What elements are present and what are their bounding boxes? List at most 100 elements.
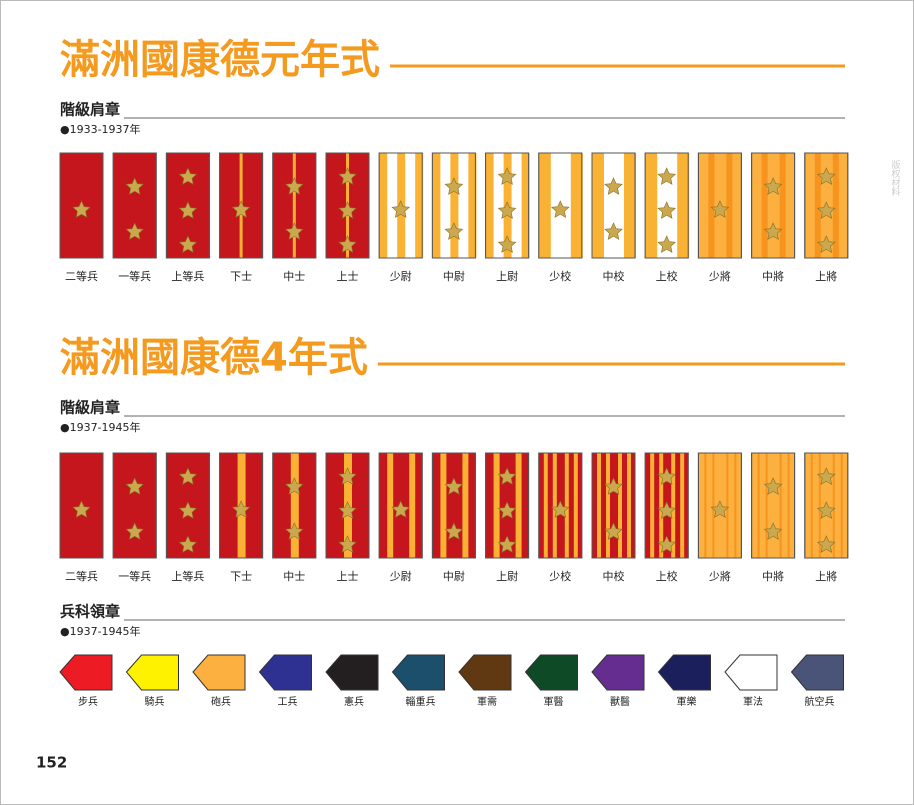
board-stripe	[415, 153, 424, 258]
epaulette	[697, 452, 742, 559]
epaulette	[431, 452, 476, 559]
board-stripe	[671, 453, 676, 558]
board	[112, 152, 157, 259]
epaulette	[804, 452, 849, 559]
board-outline	[219, 152, 264, 259]
board-stripe	[761, 153, 768, 258]
rank-label: 中校	[603, 569, 625, 583]
board-stripe	[292, 153, 296, 258]
branch-label: 憲兵	[344, 695, 364, 708]
epaulette	[112, 152, 157, 259]
epaulette	[325, 452, 370, 559]
rank-label: 中將	[762, 269, 784, 283]
board	[751, 152, 796, 259]
epaulette	[325, 152, 370, 259]
epaulette	[59, 152, 104, 259]
board-outline	[272, 452, 317, 559]
watermark: 版权材料	[890, 159, 901, 197]
rank-label: 上等兵	[171, 569, 204, 583]
board-stripe	[810, 453, 813, 558]
collar-tab	[790, 654, 844, 691]
board-stripe	[462, 453, 469, 558]
board-outline	[697, 152, 742, 259]
board-outline	[751, 152, 796, 259]
collar-tab	[724, 654, 778, 691]
board-stripe	[726, 453, 729, 558]
board-stripe	[726, 153, 733, 258]
rank-label: 上士	[337, 570, 359, 583]
board-outline	[431, 152, 476, 259]
board-outline	[325, 152, 370, 259]
rank-label: 上士	[337, 270, 359, 283]
rank-label: 少尉	[390, 269, 412, 283]
board	[112, 452, 157, 559]
board-outline	[538, 152, 583, 259]
board-outline	[697, 452, 742, 559]
branch-label: 輜重兵	[406, 695, 436, 708]
rank-label: 上將	[815, 269, 837, 283]
rank-label: 上將	[815, 569, 837, 583]
board-stripe	[680, 453, 685, 558]
collar-tab	[258, 654, 312, 691]
board-stripe	[627, 453, 631, 558]
board-outline	[112, 152, 157, 259]
rank-label: 二等兵	[65, 269, 98, 283]
rank-label: 下士	[230, 270, 252, 283]
board-stripe	[290, 453, 299, 558]
board-outline	[59, 452, 104, 559]
board-stripe	[624, 153, 636, 258]
branch-label: 軍法	[743, 695, 763, 708]
branch-label: 騎兵	[145, 695, 165, 708]
subsection-title: 兵科領章	[60, 603, 120, 621]
board-stripe	[618, 453, 622, 558]
rank-label: 中尉	[443, 569, 465, 583]
epaulette	[538, 152, 583, 259]
rank-label: 上尉	[496, 269, 518, 283]
epaulette	[538, 452, 583, 559]
collar-tab	[458, 654, 512, 691]
section-title: 滿洲國康德4年式	[60, 335, 368, 381]
subsection-title: 階級肩章	[60, 399, 120, 417]
epaulette	[751, 152, 796, 259]
board-outline	[591, 152, 636, 259]
board-outline	[751, 452, 796, 559]
collar-tab	[192, 654, 246, 691]
board-stripe	[538, 153, 551, 258]
epaulette	[591, 452, 636, 559]
board-stripe	[543, 453, 548, 558]
branch-label: 軍需	[477, 696, 497, 708]
subsection-title: 階級肩章	[60, 101, 120, 119]
rank-label: 少將	[709, 269, 731, 283]
page-number: 152	[36, 754, 67, 772]
epaulette	[644, 452, 689, 559]
board-outline	[272, 152, 317, 259]
board-outline	[378, 452, 423, 559]
board-outline	[804, 452, 849, 559]
rank-label: 少尉	[390, 569, 412, 583]
epaulette	[378, 452, 423, 559]
epaulette	[59, 452, 104, 559]
board-outline	[644, 152, 689, 259]
board-stripe	[645, 153, 658, 258]
board-stripe	[450, 153, 459, 258]
board-stripe	[650, 453, 655, 558]
board-stripe	[440, 453, 447, 558]
epaulette	[219, 452, 264, 559]
board-stripe	[712, 453, 715, 558]
board-outline	[485, 452, 530, 559]
rank-label: 二等兵	[65, 569, 98, 583]
collar-tab	[59, 654, 113, 691]
collar-tab	[391, 654, 445, 691]
epaulette	[751, 452, 796, 559]
board-outline	[431, 452, 476, 559]
board-stripe	[485, 153, 494, 258]
epaulette	[644, 152, 690, 259]
rank-label: 中校	[603, 269, 625, 283]
rank-label: 上校	[656, 569, 678, 583]
board-stripe	[606, 453, 610, 558]
rank-label: 下士	[230, 570, 252, 583]
epaulette	[485, 152, 530, 259]
board-stripe	[704, 453, 707, 558]
board-stripe	[765, 453, 768, 558]
epaulette	[272, 152, 317, 259]
